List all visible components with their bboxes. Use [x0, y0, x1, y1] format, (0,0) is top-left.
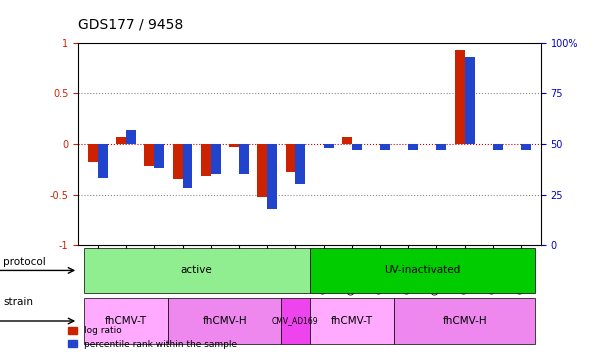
- Bar: [408, 144, 418, 150]
- Text: fhCMV-H: fhCMV-H: [203, 316, 247, 326]
- Text: strain: strain: [3, 297, 33, 307]
- Bar: [267, 144, 277, 209]
- Bar: [116, 137, 126, 144]
- Bar: [154, 144, 164, 168]
- Bar: [493, 144, 503, 150]
- Text: GDS177 / 9458: GDS177 / 9458: [78, 17, 183, 31]
- Bar: [144, 144, 154, 166]
- Bar: [323, 144, 334, 148]
- FancyBboxPatch shape: [394, 298, 535, 344]
- Bar: [172, 144, 183, 179]
- Bar: [296, 144, 305, 185]
- Bar: [465, 57, 475, 144]
- Bar: [521, 144, 531, 150]
- Text: CMV_AD169: CMV_AD169: [272, 317, 319, 326]
- Bar: [183, 144, 192, 188]
- Text: UV-inactivated: UV-inactivated: [384, 265, 460, 276]
- Bar: [436, 144, 447, 150]
- Text: fhCMV-T: fhCMV-T: [331, 316, 373, 326]
- Bar: [342, 137, 352, 144]
- Bar: [352, 144, 362, 150]
- FancyBboxPatch shape: [310, 298, 394, 344]
- Bar: [88, 144, 98, 162]
- Bar: [285, 144, 296, 172]
- Bar: [229, 144, 239, 147]
- Legend: log ratio, percentile rank within the sample: log ratio, percentile rank within the sa…: [65, 323, 241, 352]
- FancyBboxPatch shape: [84, 298, 168, 344]
- Bar: [201, 144, 211, 176]
- FancyBboxPatch shape: [310, 248, 535, 293]
- Text: active: active: [181, 265, 213, 276]
- FancyBboxPatch shape: [168, 298, 281, 344]
- Text: fhCMV-H: fhCMV-H: [442, 316, 487, 326]
- Bar: [98, 144, 108, 178]
- Bar: [211, 144, 221, 174]
- Bar: [455, 50, 465, 144]
- FancyBboxPatch shape: [84, 248, 310, 293]
- Bar: [126, 130, 136, 144]
- FancyBboxPatch shape: [281, 298, 310, 344]
- Text: protocol: protocol: [3, 257, 46, 267]
- Bar: [380, 144, 390, 150]
- Bar: [257, 144, 267, 197]
- Bar: [239, 144, 249, 174]
- Text: fhCMV-T: fhCMV-T: [105, 316, 147, 326]
